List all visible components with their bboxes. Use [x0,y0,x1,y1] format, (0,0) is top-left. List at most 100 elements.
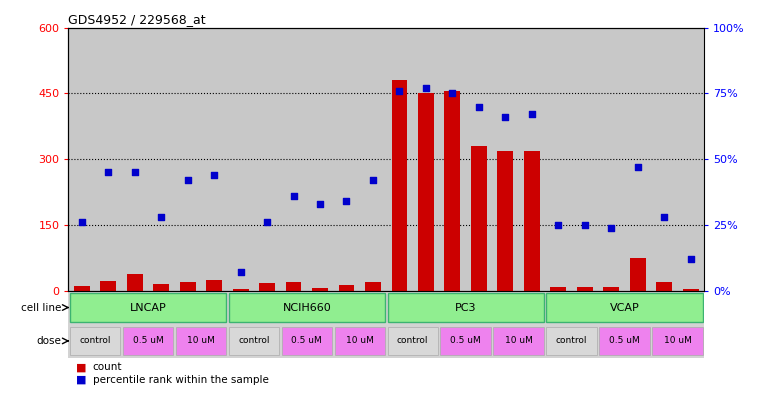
Bar [439,28,466,291]
Bar [391,80,407,291]
Bar [74,286,90,291]
Bar [259,283,275,291]
Point [499,114,511,120]
Bar [228,294,385,321]
Text: cell line: cell line [21,303,61,312]
Bar [70,327,120,355]
Bar [550,287,566,291]
Bar [600,327,650,355]
Text: dose: dose [36,336,61,346]
Point [75,219,88,226]
Point [182,177,194,184]
Point [685,256,697,263]
Bar [360,28,386,291]
Text: count: count [93,362,123,372]
Text: LNCAP: LNCAP [129,303,167,312]
Text: GDS4952 / 229568_at: GDS4952 / 229568_at [68,13,206,26]
Bar [524,151,540,291]
Point [420,85,432,91]
Bar [228,28,254,291]
Bar [387,327,438,355]
Bar [201,28,228,291]
Bar [598,28,625,291]
Bar [545,28,572,291]
Bar [577,287,593,291]
Text: control: control [397,336,428,345]
Bar [127,274,142,291]
Text: 0.5 uM: 0.5 uM [451,336,481,345]
Bar [233,288,249,291]
Bar [68,28,95,291]
Point [340,198,352,204]
Text: percentile rank within the sample: percentile rank within the sample [93,375,269,385]
Bar [603,287,619,291]
Text: ■: ■ [76,362,87,372]
Bar [148,28,174,291]
Point [552,222,565,228]
Text: VCAP: VCAP [610,303,639,312]
Point [526,111,538,118]
Bar [518,28,545,291]
Point [658,214,670,220]
Bar [70,294,226,321]
Text: 0.5 uM: 0.5 uM [609,336,640,345]
Point [605,224,617,231]
Point [578,222,591,228]
Bar [365,282,381,291]
Text: 10 uM: 10 uM [187,336,215,345]
Bar [282,327,332,355]
Bar [444,91,460,291]
Bar [312,288,328,291]
Text: control: control [238,336,269,345]
Bar [677,28,704,291]
Bar [652,327,702,355]
Bar [625,28,651,291]
Text: control: control [79,336,110,345]
Point [314,201,326,207]
Bar [206,280,222,291]
Bar [630,258,645,291]
Bar [254,28,280,291]
Text: 0.5 uM: 0.5 uM [132,336,164,345]
Bar [492,28,518,291]
Bar [498,151,513,291]
Text: ■: ■ [76,375,87,385]
Point [261,219,273,226]
Bar [333,28,360,291]
Bar [335,327,385,355]
Bar [471,146,487,291]
Bar [441,327,491,355]
Bar [546,294,702,321]
Bar [176,327,226,355]
Point [393,88,406,94]
Bar [180,282,196,291]
Point [129,169,141,175]
Bar [418,93,434,291]
Text: 10 uM: 10 uM [505,336,533,345]
Bar [100,281,116,291]
Bar [307,28,333,291]
Bar [493,327,544,355]
Point [446,90,458,96]
Bar [285,282,301,291]
Text: 10 uM: 10 uM [664,336,692,345]
Bar [656,282,672,291]
Bar [546,327,597,355]
Bar [123,327,173,355]
Text: control: control [556,336,587,345]
Bar [153,284,169,291]
Bar [412,28,439,291]
Bar [651,28,677,291]
Bar [95,28,122,291]
Text: 0.5 uM: 0.5 uM [291,336,322,345]
Text: 10 uM: 10 uM [345,336,374,345]
Point [234,269,247,275]
Bar [280,28,307,291]
Point [102,169,114,175]
Point [155,214,167,220]
Point [288,193,300,199]
Bar [466,28,492,291]
Point [208,172,220,178]
Bar [572,28,598,291]
Bar [228,327,279,355]
